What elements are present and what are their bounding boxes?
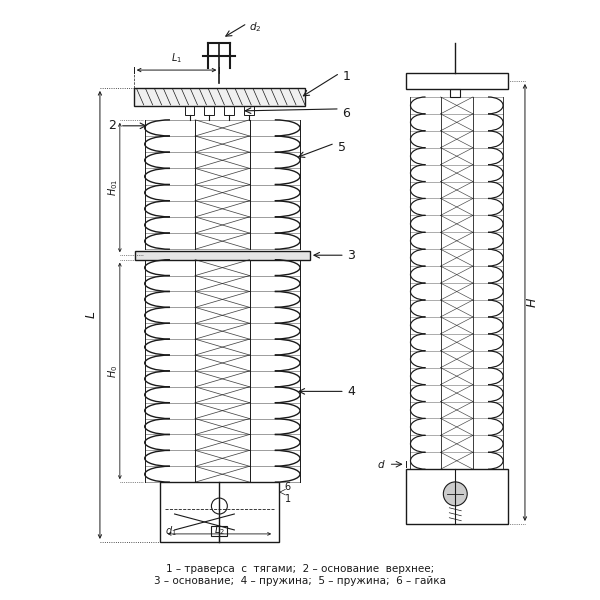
Text: $L$: $L$	[85, 311, 98, 319]
Bar	[211, 526, 227, 536]
Text: 1 – траверса  с  тягами;  2 – основание  верхнее;: 1 – траверса с тягами; 2 – основание вер…	[166, 564, 434, 574]
Text: $6$: $6$	[342, 107, 351, 120]
Circle shape	[443, 482, 467, 506]
Bar	[451, 89, 460, 97]
Text: $5$: $5$	[337, 141, 346, 154]
Text: $L_2$: $L_2$	[214, 523, 225, 537]
Text: $1$: $1$	[284, 492, 292, 504]
Text: $d_1$: $d_1$	[164, 524, 176, 538]
Bar	[244, 106, 254, 115]
Bar	[185, 106, 194, 115]
Text: $H$: $H$	[526, 297, 539, 308]
Bar	[224, 106, 235, 115]
Bar	[205, 106, 214, 115]
Text: $H_0$: $H_0$	[106, 364, 120, 377]
Text: $6$: $6$	[284, 480, 292, 492]
Text: $3$: $3$	[347, 249, 356, 262]
Bar	[160, 482, 279, 542]
Bar	[134, 88, 305, 106]
Text: $2$: $2$	[108, 119, 117, 133]
Bar	[406, 73, 508, 89]
Text: $1$: $1$	[342, 70, 350, 83]
Text: 3 – основание;  4 – пружина;  5 – пружина;  6 – гайка: 3 – основание; 4 – пружина; 5 – пружина;…	[154, 575, 446, 586]
Text: $L_1$: $L_1$	[171, 51, 182, 65]
Text: $d_2$: $d_2$	[249, 20, 262, 34]
Text: $4$: $4$	[347, 385, 356, 398]
Text: $H_{01}$: $H_{01}$	[106, 179, 120, 196]
Bar	[135, 251, 310, 260]
Bar	[406, 469, 508, 524]
Text: $d$: $d$	[377, 458, 386, 470]
